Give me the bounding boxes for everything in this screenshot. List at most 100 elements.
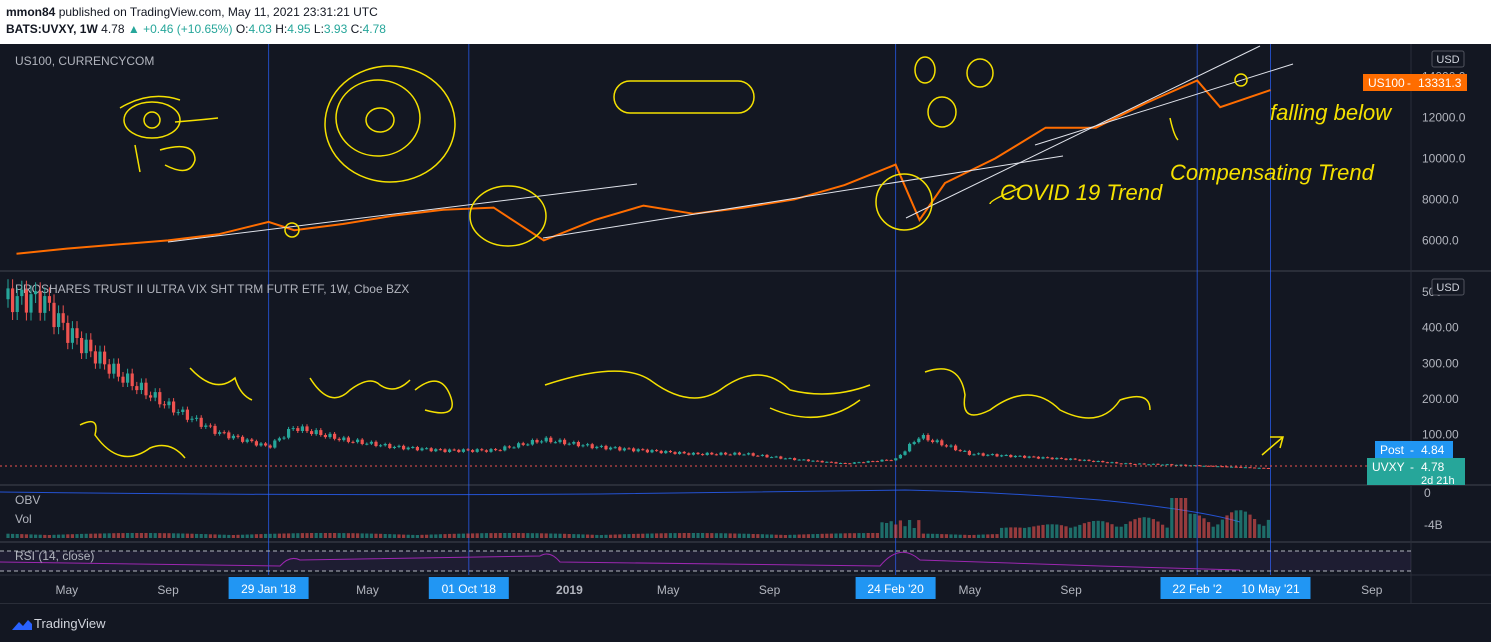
candle-body[interactable] (1170, 464, 1174, 466)
candle-body[interactable] (1087, 459, 1091, 461)
candle-body[interactable] (627, 448, 631, 450)
time-marker-badge[interactable] (1160, 577, 1234, 599)
candle-body[interactable] (475, 449, 479, 452)
candle-body[interactable] (793, 458, 797, 461)
candle-body[interactable] (889, 460, 893, 462)
candle-body[interactable] (24, 289, 28, 313)
candle-body[interactable] (57, 313, 61, 327)
candle-body[interactable] (287, 429, 291, 438)
candle-body[interactable] (369, 441, 373, 444)
doodle-spiral-outer[interactable] (324, 65, 456, 183)
candle-body[interactable] (52, 302, 56, 328)
candle-body[interactable] (1211, 465, 1215, 467)
candle-body[interactable] (236, 435, 240, 437)
candle-body[interactable] (526, 444, 530, 446)
candle-body[interactable] (300, 426, 304, 431)
candle-body[interactable] (1110, 462, 1114, 464)
candle-body[interactable] (314, 430, 318, 435)
candle-body[interactable] (857, 462, 861, 464)
candle-body[interactable] (457, 449, 461, 452)
candle-body[interactable] (1101, 461, 1105, 463)
candle-body[interactable] (779, 456, 783, 459)
doodle-scribbles[interactable] (189, 367, 1151, 419)
candle-body[interactable] (917, 438, 921, 443)
candle-body[interactable] (875, 461, 879, 463)
candle-body[interactable] (866, 461, 870, 463)
candle-body[interactable] (636, 449, 640, 452)
candle-body[interactable] (1193, 465, 1197, 467)
candle-body[interactable] (512, 447, 516, 449)
candle-body[interactable] (273, 440, 277, 448)
candle-body[interactable] (1179, 464, 1183, 466)
candle-body[interactable] (484, 450, 488, 452)
candle-body[interactable] (342, 437, 346, 441)
author-name[interactable]: mmon84 (6, 5, 56, 19)
doodle-circle[interactable] (1234, 73, 1248, 87)
doodle-strokes[interactable] (119, 95, 219, 173)
candle-body[interactable] (843, 463, 847, 464)
candle-body[interactable] (346, 437, 350, 442)
candle-body[interactable] (397, 445, 401, 447)
candle-body[interactable] (38, 291, 42, 313)
candle-body[interactable] (61, 313, 65, 323)
time-marker-badge[interactable] (855, 577, 936, 599)
candle-body[interactable] (328, 433, 332, 438)
doodle-face-mouth[interactable] (927, 96, 957, 128)
candle-body[interactable] (1151, 463, 1155, 465)
candle-body[interactable] (1119, 463, 1123, 465)
candle-body[interactable] (687, 453, 691, 455)
candle-body[interactable] (530, 440, 534, 445)
candle-body[interactable] (995, 454, 999, 457)
candle-body[interactable] (609, 447, 613, 450)
candle-body[interactable] (1220, 466, 1224, 468)
candle-body[interactable] (1105, 462, 1109, 464)
candle-body[interactable] (931, 440, 935, 442)
candle-body[interactable] (1009, 455, 1013, 458)
candle-body[interactable] (1142, 463, 1146, 465)
candle-body[interactable] (379, 445, 383, 447)
candle-body[interactable] (11, 288, 15, 313)
candle-body[interactable] (438, 449, 442, 451)
candle-body[interactable] (572, 442, 576, 444)
candle-body[interactable] (613, 447, 617, 449)
candle-body[interactable] (1059, 457, 1063, 459)
candle-body[interactable] (967, 450, 971, 455)
candle-body[interactable] (586, 444, 590, 446)
candle-body[interactable] (130, 373, 134, 387)
candle-body[interactable] (222, 432, 226, 434)
candle-body[interactable] (691, 452, 695, 455)
candle-body[interactable] (719, 452, 723, 455)
candle-body[interactable] (1216, 466, 1220, 468)
candle-body[interactable] (659, 450, 663, 454)
candle-body[interactable] (645, 449, 649, 453)
candle-body[interactable] (949, 445, 953, 447)
candle-body[interactable] (733, 452, 737, 455)
candle-body[interactable] (1230, 466, 1234, 468)
candle-body[interactable] (604, 445, 608, 450)
candle-body[interactable] (374, 441, 378, 446)
candle-body[interactable] (760, 454, 764, 456)
candle-body[interactable] (852, 462, 856, 464)
candle-body[interactable] (75, 328, 79, 338)
candle-body[interactable] (1138, 463, 1142, 465)
candle-body[interactable] (544, 437, 548, 442)
candle-body[interactable] (521, 443, 525, 445)
trend-line[interactable] (542, 155, 1064, 239)
doodle-rectangle[interactable] (613, 80, 755, 114)
candle-body[interactable] (595, 446, 599, 449)
candle-body[interactable] (448, 449, 452, 453)
candle-body[interactable] (259, 443, 263, 446)
candle-body[interactable] (434, 449, 438, 452)
candle-body[interactable] (66, 322, 70, 343)
candle-body[interactable] (1165, 464, 1169, 466)
candle-body[interactable] (673, 452, 677, 454)
doodle-face-eye[interactable] (966, 58, 994, 88)
candle-body[interactable] (392, 446, 396, 448)
candle-body[interactable] (126, 373, 130, 383)
candle-body[interactable] (43, 296, 47, 313)
candle-body[interactable] (6, 288, 10, 300)
candle-body[interactable] (1174, 464, 1178, 466)
candle-body[interactable] (503, 446, 507, 451)
candle-body[interactable] (494, 449, 498, 451)
chart-canvas[interactable]: US100, CURRENCYCOM 14000.012000.010000.0… (0, 44, 1491, 603)
